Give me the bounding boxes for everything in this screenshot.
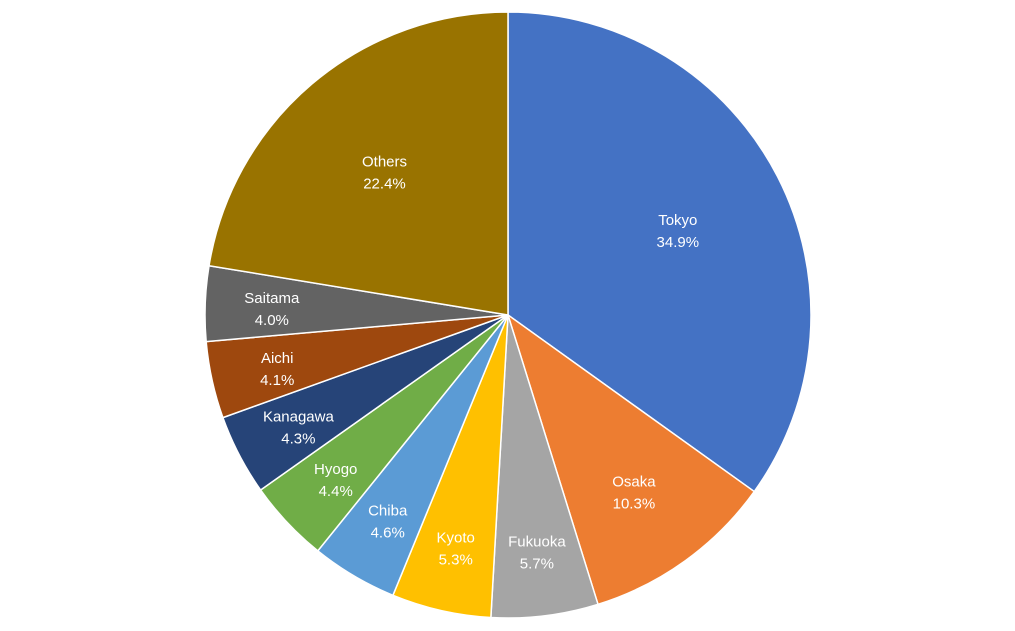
- slice-value-kyoto: 5.3%: [439, 552, 473, 569]
- slice-label-fukuoka: Fukuoka: [508, 534, 566, 551]
- slice-label-saitama: Saitama: [244, 290, 300, 307]
- slice-value-saitama: 4.0%: [255, 312, 289, 329]
- slice-label-kanagawa: Kanagawa: [263, 408, 335, 425]
- slice-value-hyogo: 4.4%: [319, 483, 353, 500]
- slice-value-kanagawa: 4.3%: [281, 430, 315, 447]
- slice-label-osaka: Osaka: [612, 473, 656, 490]
- slice-label-others: Others: [362, 154, 407, 171]
- slice-value-others: 22.4%: [363, 176, 406, 193]
- slice-label-aichi: Aichi: [261, 350, 294, 367]
- pie-slice-others: [208, 11, 509, 316]
- slice-value-chiba: 4.6%: [371, 524, 405, 541]
- pie-slice-tokyo: [507, 11, 812, 493]
- slice-value-tokyo: 34.9%: [657, 234, 700, 251]
- pie-slice-osaka: [506, 313, 756, 606]
- slice-label-hyogo: Hyogo: [314, 461, 357, 478]
- slice-value-fukuoka: 5.7%: [520, 556, 554, 573]
- slice-value-aichi: 4.1%: [260, 372, 294, 389]
- slice-label-tokyo: Tokyo: [658, 212, 697, 229]
- slice-label-chiba: Chiba: [368, 502, 408, 519]
- pie-slices: [204, 11, 812, 619]
- pie-labels: Tokyo 34.9% Osaka 10.3% Fukuoka 5.7% Kyoto 5.3%…: [244, 154, 699, 573]
- slice-value-osaka: 10.3%: [613, 495, 656, 512]
- slice-label-kyoto: Kyoto: [437, 530, 475, 547]
